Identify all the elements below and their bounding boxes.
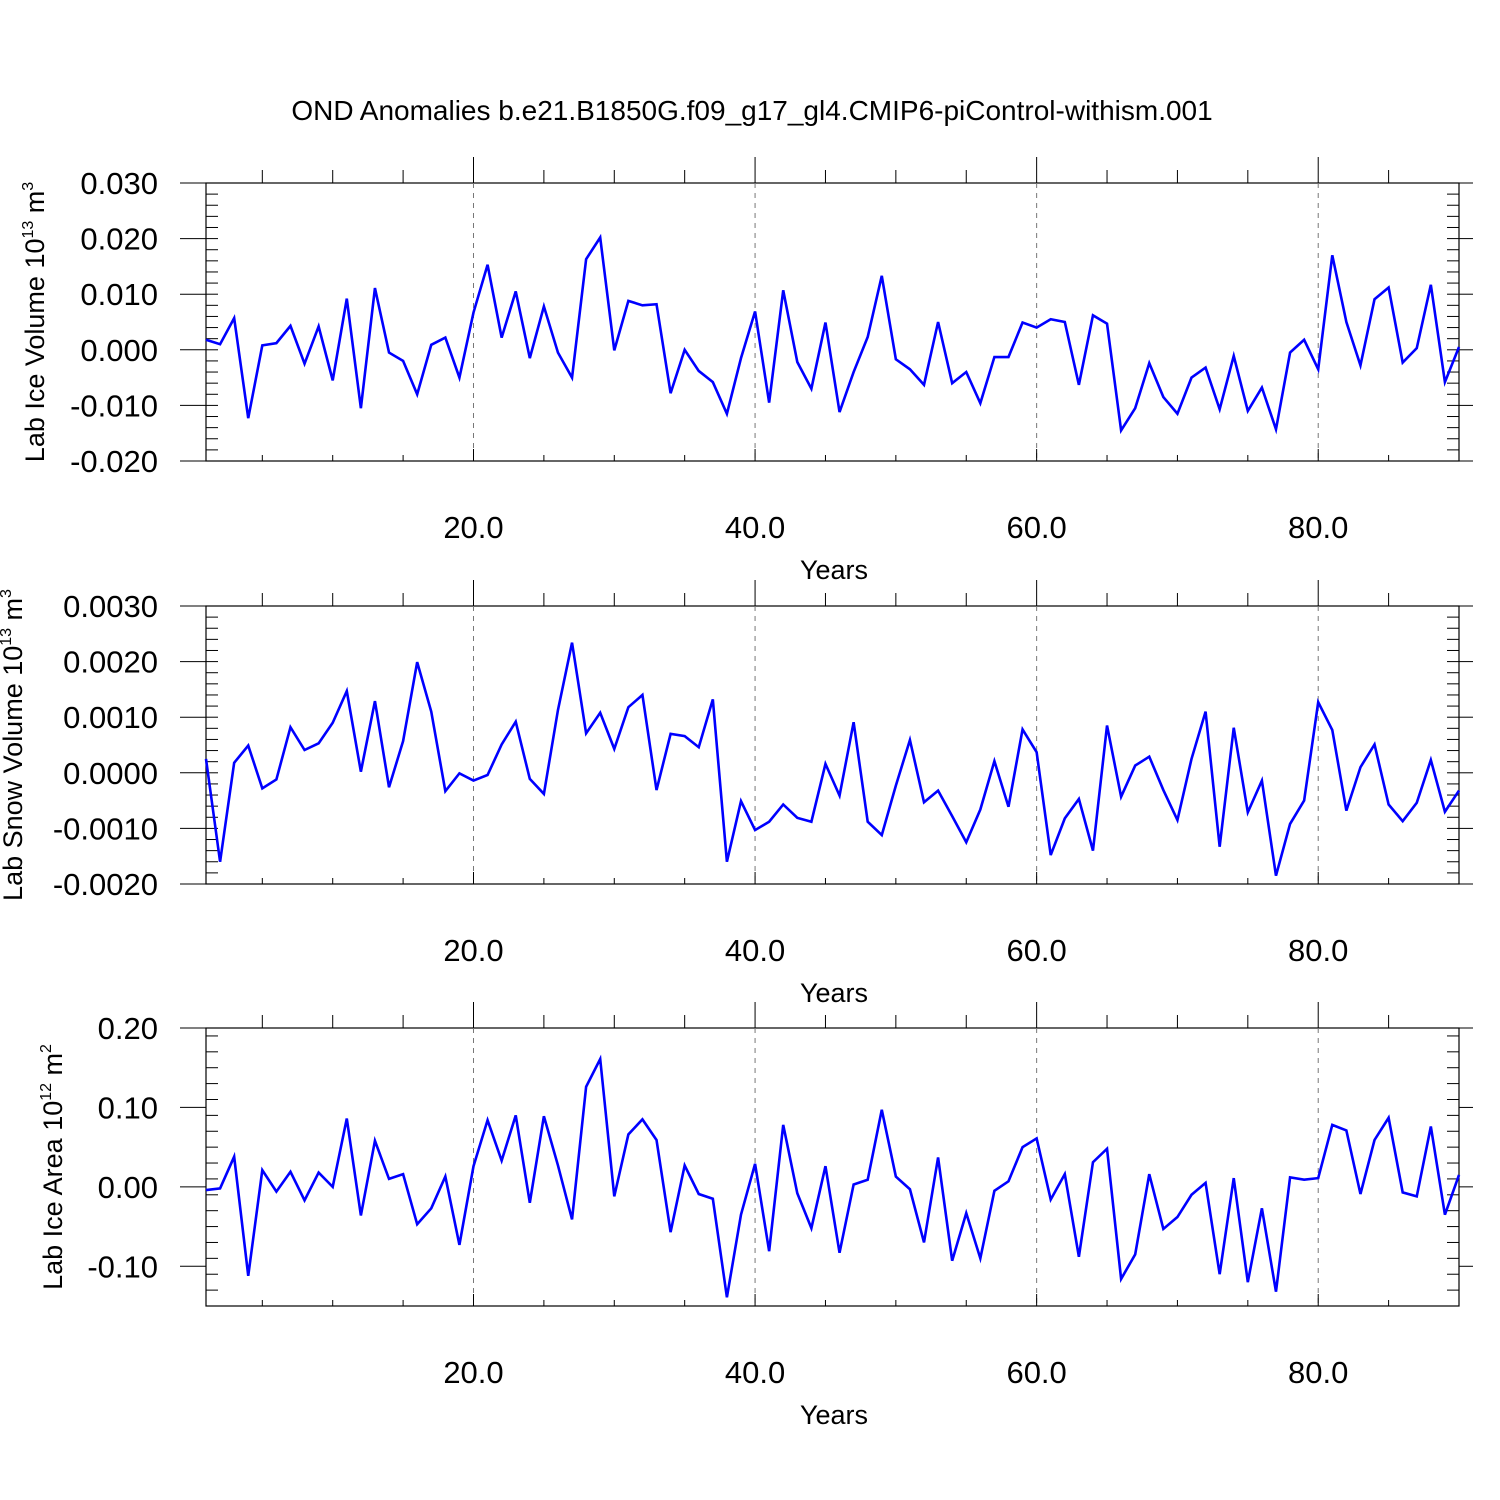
series-line (205, 233, 1461, 435)
x-tick-label: 20.0 (443, 1355, 503, 1390)
y-tick-label: 0.0030 (63, 589, 158, 624)
y-tick-label: 0.0020 (63, 645, 158, 680)
y-tick-label: -0.010 (70, 388, 158, 423)
panels: 20.0 40.0 60.0 80.0 Years -0.020 -0.010 0.000 0.… (0, 157, 1473, 1430)
panel-3: 20.0 40.0 60.0 80.0 Years -0.10 0.00 0.10 0.20 La… (38, 1002, 1473, 1430)
y-tick-label: 0.20 (98, 1011, 158, 1046)
plot-frame (205, 1027, 1460, 1307)
x-axis-label: Years (800, 1400, 868, 1430)
plot-frame (205, 182, 1460, 462)
x-tick-label: 20.0 (443, 933, 503, 968)
x-tick-label: 60.0 (1006, 933, 1066, 968)
y-axis-label: Lab Ice Area 1012 m2 (38, 1044, 68, 1290)
y-axis-label: Lab Ice Volume 1013 m3 (20, 182, 50, 462)
y-tick-label: -0.0010 (53, 811, 158, 846)
y-tick-label: 0.030 (80, 166, 158, 201)
y-tick-label: 0.020 (80, 222, 158, 257)
x-axis-label: Years (800, 555, 868, 585)
x-tick-label: 80.0 (1288, 933, 1348, 968)
y-axis-label: Lab Snow Volume 1013 m3 (0, 589, 28, 901)
panel-1: 20.0 40.0 60.0 80.0 Years -0.020 -0.010 0.000 0.… (20, 157, 1473, 585)
x-tick-label: 80.0 (1288, 1355, 1348, 1390)
series-line (205, 1054, 1461, 1298)
y-tick-label: 0.010 (80, 277, 158, 312)
x-tick-label: 80.0 (1288, 510, 1348, 545)
y-tick-label: -0.10 (87, 1249, 158, 1284)
y-tick-label: 0.10 (98, 1090, 158, 1125)
series-line (204, 642, 1461, 877)
x-axis-label: Years (800, 978, 868, 1008)
plot-frame (205, 605, 1460, 885)
x-tick-label: 60.0 (1006, 510, 1066, 545)
y-tick-label: -0.020 (70, 444, 158, 479)
y-tick-label: 0.0000 (63, 756, 158, 791)
x-tick-label: 60.0 (1006, 1355, 1066, 1390)
y-tick-label: -0.0020 (53, 867, 158, 902)
x-tick-label: 40.0 (725, 933, 785, 968)
x-tick-label: 40.0 (725, 1355, 785, 1390)
panel-2: 20.0 40.0 60.0 80.0 Years -0.0020 -0.0010 0.000… (0, 580, 1473, 1008)
x-tick-label: 20.0 (443, 510, 503, 545)
y-tick-label: 0.00 (98, 1170, 158, 1205)
x-tick-label: 40.0 (725, 510, 785, 545)
y-tick-label: 0.000 (80, 333, 158, 368)
y-tick-label: 0.0010 (63, 700, 158, 735)
figure-title: OND Anomalies b.e21.B1850G.f09_g17_gl4.C… (291, 95, 1212, 126)
